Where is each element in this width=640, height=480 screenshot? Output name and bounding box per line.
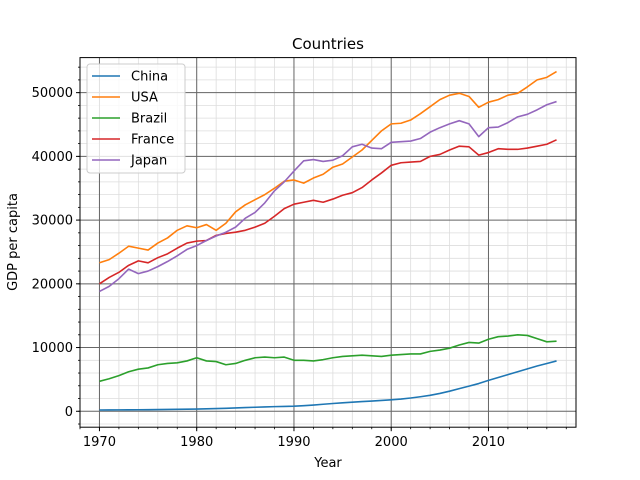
legend-label-france: France	[131, 133, 174, 148]
x-tick-label: 2010	[472, 435, 505, 450]
x-tick-label: 1990	[277, 435, 310, 450]
series-line-france	[99, 139, 557, 285]
legend-label-brazil: Brazil	[131, 112, 167, 127]
legend-label-china: China	[131, 70, 168, 85]
series-line-japan	[99, 100, 557, 293]
series-layer	[99, 70, 557, 411]
x-tick-label: 1970	[83, 435, 116, 450]
x-axis-label: Year	[313, 456, 342, 471]
chart-title: Countries	[292, 35, 364, 53]
x-tick-label: 2000	[375, 435, 408, 450]
axis-ticks: 1970 1980 1990 2000 2010 0 10000 20000 30000 4000…	[32, 66, 567, 450]
y-axis-label: GDP per capita	[6, 193, 21, 291]
legend-label-usa: USA	[131, 91, 158, 106]
y-tick-label: 30000	[32, 214, 73, 229]
series-line-china	[99, 360, 557, 411]
y-tick-label: 50000	[32, 86, 73, 101]
y-tick-label: 0	[65, 405, 73, 420]
plot-frame	[79, 57, 577, 428]
y-tick-label: 20000	[32, 277, 73, 292]
series-line-usa	[99, 70, 557, 264]
legend-box	[86, 63, 186, 174]
legend-label-japan: Japan	[130, 154, 167, 169]
y-tick-label: 40000	[32, 150, 73, 165]
series-line-brazil	[99, 333, 557, 383]
legend: China USA Brazil France Japan	[86, 63, 186, 174]
x-tick-label: 1980	[180, 435, 213, 450]
y-tick-label: 10000	[32, 341, 73, 356]
